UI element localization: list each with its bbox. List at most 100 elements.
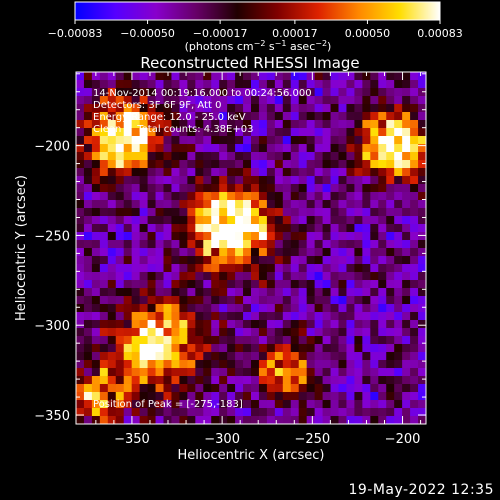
heatmap-cell xyxy=(394,320,403,329)
heatmap-cell xyxy=(402,168,411,177)
heatmap-cell xyxy=(155,88,164,97)
heatmap-cell xyxy=(298,144,308,153)
heatmap-cell xyxy=(147,248,157,257)
heatmap-cell xyxy=(115,320,125,329)
heatmap-cell xyxy=(99,280,109,289)
heatmap-cell xyxy=(378,320,387,329)
heatmap-cell xyxy=(258,96,268,105)
heatmap-cell xyxy=(76,344,85,353)
heatmap-cell xyxy=(219,376,228,385)
heatmap-cell xyxy=(123,160,133,169)
heatmap-cell xyxy=(171,296,180,305)
heatmap-cell xyxy=(386,248,395,257)
heatmap-cell xyxy=(362,136,371,145)
heatmap-cell xyxy=(115,408,125,417)
heatmap-cell xyxy=(378,72,387,81)
heatmap-cell xyxy=(83,304,93,313)
heatmap-cell xyxy=(76,152,85,161)
heatmap-cell xyxy=(418,264,427,273)
heatmap-cell xyxy=(155,96,164,105)
heatmap-cell xyxy=(123,328,133,337)
heatmap-cell xyxy=(402,208,411,217)
heatmap-cell xyxy=(386,280,395,289)
heatmap-cell xyxy=(83,256,93,265)
heatmap-cell xyxy=(171,240,180,249)
heatmap-cell xyxy=(227,280,236,289)
heatmap-cell xyxy=(258,200,268,209)
heatmap-cell xyxy=(107,200,117,209)
heatmap-cell xyxy=(147,232,157,241)
heatmap-cell xyxy=(211,88,220,97)
heatmap-cell xyxy=(155,208,164,217)
heatmap-cell xyxy=(306,192,316,201)
heatmap-cell xyxy=(171,272,180,281)
heatmap-cell xyxy=(131,216,141,225)
heatmap-cell xyxy=(211,264,220,273)
heatmap-cell xyxy=(115,392,125,401)
heatmap-cell xyxy=(139,192,149,201)
heatmap-cell xyxy=(243,288,252,297)
heatmap-cell xyxy=(410,96,419,105)
heatmap-cell xyxy=(258,248,268,257)
heatmap-cell xyxy=(179,240,188,249)
heatmap-cell xyxy=(203,200,212,209)
heatmap-cell xyxy=(219,344,228,353)
heatmap-cell xyxy=(394,144,403,153)
peak-position-label: Position of Peak = [-275,-183] xyxy=(93,399,243,410)
heatmap-cell xyxy=(354,304,363,313)
heatmap-cell xyxy=(195,312,204,321)
heatmap-cell xyxy=(266,312,276,321)
heatmap-cell xyxy=(306,344,316,353)
heatmap-cell xyxy=(243,200,252,209)
heatmap-cell xyxy=(386,352,395,361)
heatmap-cell xyxy=(123,176,133,185)
heatmap-cell xyxy=(115,224,125,233)
heatmap-cell xyxy=(298,264,308,273)
heatmap-cell xyxy=(386,120,395,129)
heatmap-cell xyxy=(338,208,347,217)
heatmap-cell xyxy=(91,248,101,257)
heatmap-cell xyxy=(370,240,379,249)
heatmap-cell xyxy=(235,272,244,281)
heatmap-cell xyxy=(251,192,260,201)
heatmap-cell xyxy=(290,240,300,249)
heatmap-cell xyxy=(378,400,387,409)
heatmap-cell xyxy=(195,120,204,129)
heatmap-cell xyxy=(298,72,308,81)
heatmap-cell xyxy=(123,336,133,345)
heatmap-cell xyxy=(394,272,403,281)
heatmap-cell xyxy=(235,416,244,425)
heatmap-cell xyxy=(290,104,300,113)
heatmap-cell xyxy=(203,312,212,321)
heatmap-cell xyxy=(346,224,355,233)
heatmap-cell xyxy=(219,160,228,169)
heatmap-cell xyxy=(235,288,244,297)
heatmap-cell xyxy=(107,168,117,177)
heatmap-cell xyxy=(163,352,172,361)
heatmap-cell xyxy=(282,248,292,257)
heatmap-cell xyxy=(378,384,387,393)
heatmap-cell xyxy=(298,296,308,305)
heatmap-cell xyxy=(243,376,252,385)
heatmap-cell xyxy=(362,320,371,329)
heatmap-cell xyxy=(418,200,427,209)
heatmap-cell xyxy=(91,192,101,201)
heatmap-cell xyxy=(314,88,324,97)
heatmap-cell xyxy=(227,176,236,185)
heatmap-cell xyxy=(402,80,411,89)
heatmap-cell xyxy=(306,224,316,233)
heatmap-cell xyxy=(99,192,109,201)
heatmap-cell xyxy=(251,304,260,313)
heatmap-cell xyxy=(330,216,339,225)
heatmap-cell xyxy=(219,400,228,409)
heatmap-cell xyxy=(370,120,379,129)
heatmap-cell xyxy=(370,128,379,137)
heatmap-cell xyxy=(91,104,101,113)
heatmap-cell xyxy=(418,96,427,105)
heatmap-cell xyxy=(314,192,324,201)
heatmap-cell xyxy=(99,80,109,89)
heatmap-cell xyxy=(171,184,180,193)
heatmap-cell xyxy=(179,296,188,305)
heatmap-cell xyxy=(91,304,101,313)
heatmap-cell xyxy=(266,192,276,201)
